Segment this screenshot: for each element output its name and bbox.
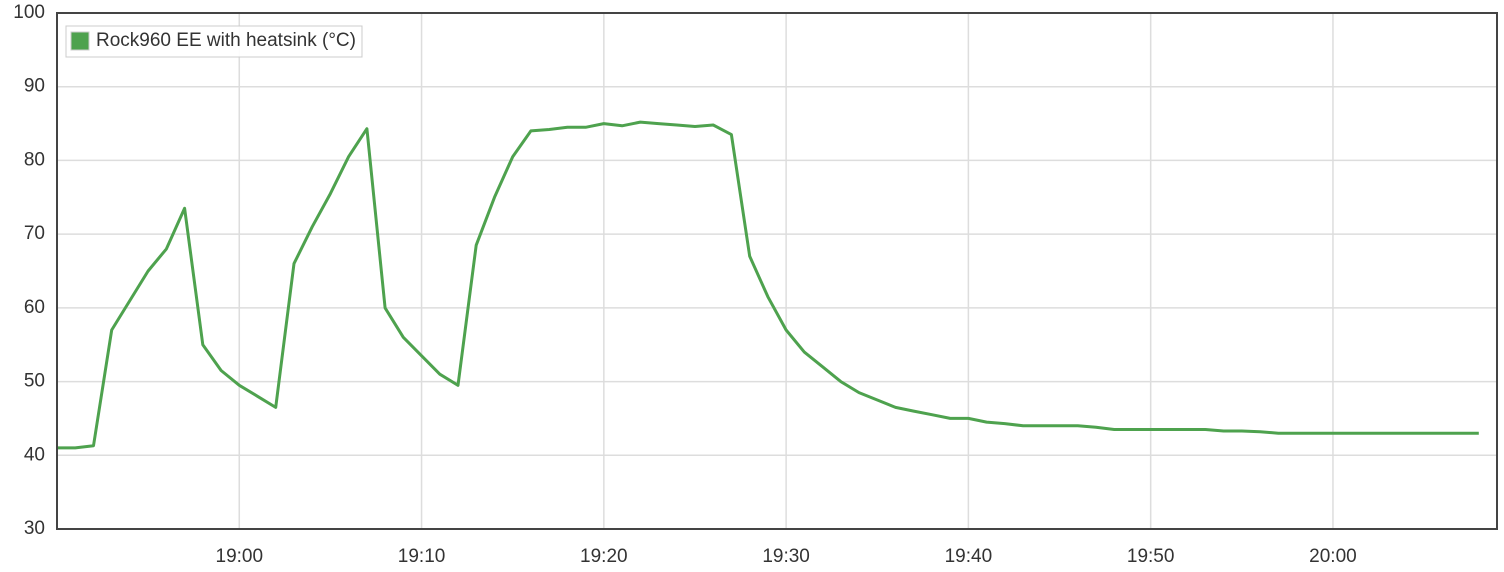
legend: Rock960 EE with heatsink (°C) — [65, 25, 363, 58]
grid — [57, 12, 1497, 530]
legend-label: Rock960 EE with heatsink (°C) — [96, 30, 356, 51]
x-tick-label: 19:40 — [945, 546, 993, 567]
legend-swatch — [70, 31, 90, 51]
y-tick-label: 100 — [13, 2, 45, 23]
x-tick-label: 20:00 — [1309, 546, 1357, 567]
plot — [57, 120, 1479, 450]
plot-frame — [56, 12, 1498, 530]
x-tick-label: 19:00 — [216, 546, 264, 567]
y-tick-label: 30 — [24, 518, 45, 539]
x-tick-label: 19:20 — [580, 546, 628, 567]
legend-box — [65, 25, 363, 58]
x-tick-label: 19:10 — [398, 546, 446, 567]
y-tick-label: 40 — [24, 444, 45, 465]
y-tick-label: 80 — [24, 149, 45, 170]
y-tick-label: 50 — [24, 371, 45, 392]
x-tick-label: 19:50 — [1127, 546, 1175, 567]
y-tick-label: 60 — [24, 297, 45, 318]
series-line — [57, 120, 1479, 450]
y-tick-label: 90 — [24, 76, 45, 97]
x-tick-label: 19:30 — [762, 546, 810, 567]
y-tick-label: 70 — [24, 223, 45, 244]
